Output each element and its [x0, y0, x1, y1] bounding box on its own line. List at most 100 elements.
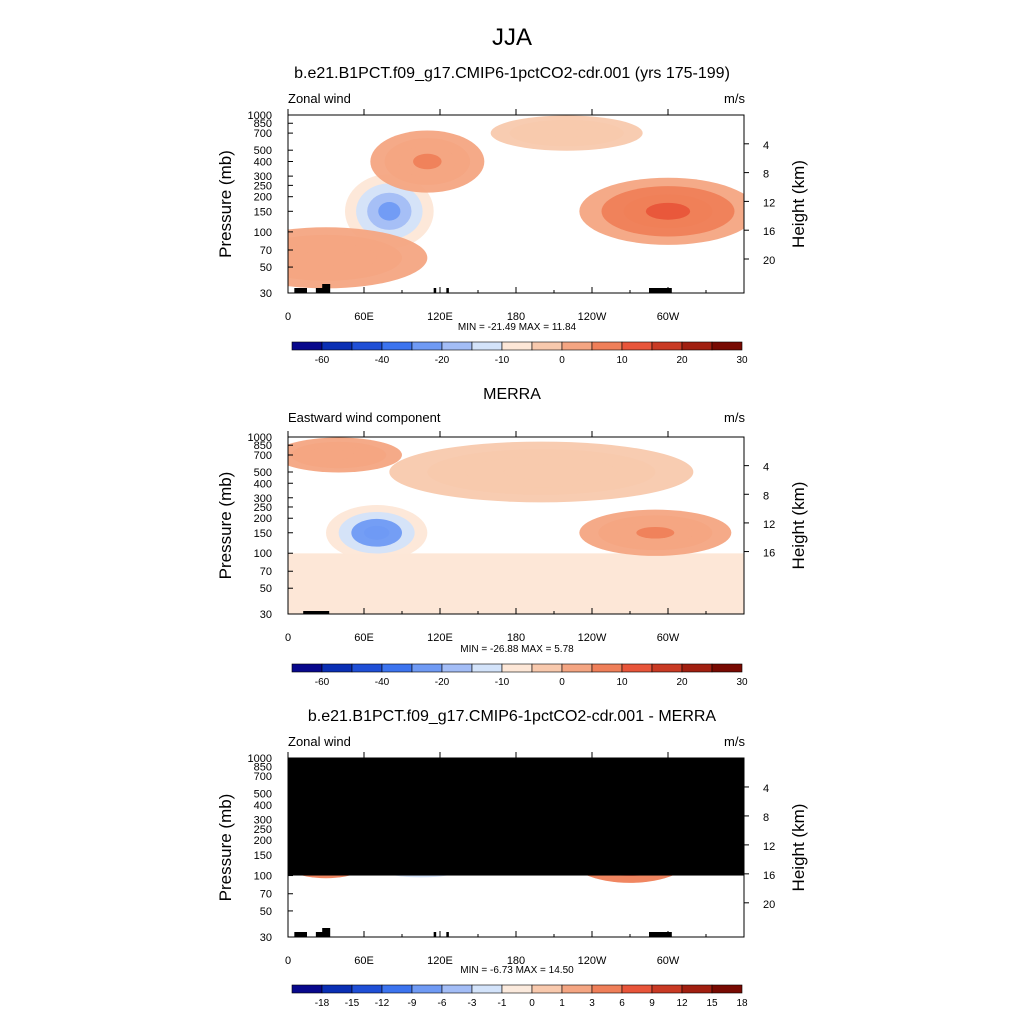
- colorbar-label: 3: [589, 998, 595, 1009]
- x-tick-label: 120W: [578, 632, 607, 644]
- variable-label: Eastward wind component: [288, 410, 441, 425]
- colorbar-box: [411, 663, 443, 673]
- y2-tick-label: 16: [763, 870, 775, 882]
- y2-tick-label: 16: [763, 226, 775, 238]
- units-label: m/s: [724, 734, 745, 749]
- topography: [446, 288, 449, 293]
- colorbar-label: 12: [676, 998, 688, 1009]
- colorbar-label: -20: [435, 677, 450, 688]
- units-label: m/s: [724, 410, 745, 425]
- colorbar-box: [501, 341, 533, 351]
- y-tick-label: 700: [254, 450, 272, 462]
- colorbar-box: [441, 984, 473, 994]
- y-tick-label: 250: [254, 824, 272, 836]
- y2-tick-label: 12: [763, 841, 775, 853]
- colorbar-box: [381, 984, 413, 994]
- colorbar-label: 30: [736, 677, 748, 688]
- y2-tick-label: 16: [763, 548, 775, 560]
- y2-tick-label: 4: [763, 783, 769, 795]
- contour-band: [503, 464, 580, 480]
- y-tick-label: 500: [254, 467, 272, 479]
- contour-field: [288, 115, 744, 293]
- units-label: m/s: [724, 91, 745, 106]
- x-tick-label: 0: [285, 311, 291, 323]
- y2-axis-label: Height (km): [789, 482, 808, 570]
- colorbar-box: [711, 984, 743, 994]
- y2-tick-label: 12: [763, 197, 775, 209]
- min-max-stats: MIN = -6.73 MAX = 14.50: [460, 965, 574, 976]
- contour-band: [645, 202, 691, 220]
- x-tick-label: 120E: [427, 311, 453, 323]
- x-tick-label: 0: [285, 632, 291, 644]
- colorbar-label: -40: [375, 355, 390, 366]
- colorbar-label: -1: [498, 998, 507, 1009]
- topography: [294, 932, 307, 937]
- colorbar-label: -10: [495, 355, 510, 366]
- y-tick-label: 200: [254, 835, 272, 847]
- topography: [649, 932, 672, 937]
- colorbar-box: [621, 984, 653, 994]
- x-tick-label: 0: [285, 955, 291, 967]
- colorbar-box: [321, 341, 353, 351]
- y-tick-label: 150: [254, 206, 272, 218]
- x-tick-label: 180: [507, 632, 525, 644]
- y2-tick-label: 8: [763, 490, 769, 502]
- colorbar-box: [291, 663, 323, 673]
- colorbar-label: 10: [616, 355, 628, 366]
- masked-region: [288, 758, 744, 876]
- contour-band: [364, 525, 390, 540]
- contour-band: [547, 128, 586, 138]
- x-tick-label: 60E: [354, 311, 374, 323]
- y-axis-label: Pressure (mb): [216, 150, 235, 258]
- y-tick-label: 50: [260, 262, 272, 274]
- y-tick-label: 70: [260, 889, 272, 901]
- colorbar-box: [561, 984, 593, 994]
- colorbar-box: [471, 984, 503, 994]
- y-tick-label: 300: [254, 493, 272, 505]
- figure-title: JJA: [492, 24, 532, 51]
- x-tick-label: 120E: [427, 632, 453, 644]
- y2-tick-label: 20: [763, 899, 775, 911]
- colorbar-label: -60: [315, 677, 330, 688]
- y-tick-label: 1000: [248, 110, 272, 122]
- y2-axis-label: Height (km): [789, 804, 808, 892]
- panel-title: b.e21.B1PCT.f09_g17.CMIP6-1pctCO2-cdr.00…: [308, 708, 717, 725]
- colorbar-box: [291, 341, 323, 351]
- colorbar-label: 0: [559, 677, 565, 688]
- colorbar-label: 0: [529, 998, 535, 1009]
- x-tick-label: 60E: [354, 955, 374, 967]
- topography: [294, 288, 307, 293]
- colorbar-label: -6: [438, 998, 447, 1009]
- colorbar-label: 18: [736, 998, 748, 1009]
- colorbar-label: 30: [736, 355, 748, 366]
- contour-band: [378, 201, 401, 221]
- field-background: [288, 553, 744, 614]
- x-tick-label: 120W: [578, 311, 607, 323]
- variable-label: Zonal wind: [288, 734, 351, 749]
- y-tick-label: 1000: [248, 432, 272, 444]
- colorbar-label: -15: [345, 998, 360, 1009]
- y-tick-label: 700: [254, 771, 272, 783]
- y2-tick-label: 8: [763, 812, 769, 824]
- colorbar-label: -10: [495, 677, 510, 688]
- y2-tick-label: 12: [763, 519, 775, 531]
- panel-difference: b.e21.B1PCT.f09_g17.CMIP6-1pctCO2-cdr.00…: [216, 708, 808, 1009]
- panel-title: b.e21.B1PCT.f09_g17.CMIP6-1pctCO2-cdr.00…: [294, 65, 730, 82]
- colorbar-box: [711, 663, 743, 673]
- colorbar-label: -20: [435, 355, 450, 366]
- colorbar-box: [711, 341, 743, 351]
- panel-model: b.e21.B1PCT.f09_g17.CMIP6-1pctCO2-cdr.00…: [216, 65, 808, 366]
- colorbar-box: [681, 984, 713, 994]
- colorbar-label: 20: [676, 677, 688, 688]
- y-tick-label: 850: [254, 761, 272, 773]
- colorbar-box: [531, 984, 563, 994]
- colorbar-box: [321, 663, 353, 673]
- colorbar-box: [381, 663, 413, 673]
- colorbar-box: [561, 663, 593, 673]
- colorbar-box: [561, 341, 593, 351]
- colorbar-box: [591, 341, 623, 351]
- colorbar-box: [591, 984, 623, 994]
- colorbar-box: [501, 984, 533, 994]
- y-tick-label: 850: [254, 440, 272, 452]
- colorbar-box: [681, 341, 713, 351]
